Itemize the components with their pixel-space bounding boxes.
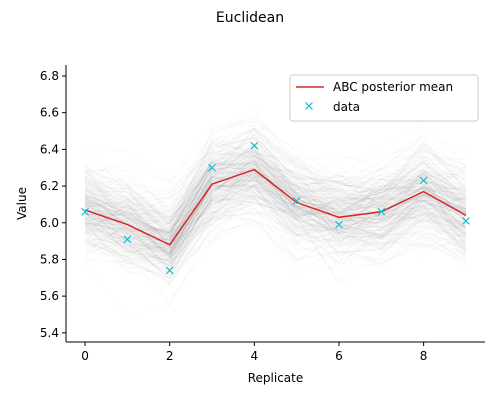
y-tick-label: 6.2 [40, 179, 59, 193]
legend: ABC posterior mean data [289, 74, 479, 122]
y-tick-label: 5.4 [40, 326, 59, 340]
y-tick-label: 6.4 [40, 142, 59, 156]
y-tick-label: 6.8 [40, 69, 59, 83]
legend-frame [289, 74, 479, 122]
y-tick-label: 6.0 [40, 216, 59, 230]
x-ticks: 0 2 4 6 8 [81, 342, 427, 363]
data-point [208, 163, 216, 172]
data-point [165, 266, 174, 275]
series-line-abc-posterior-mean [84, 168, 467, 246]
data-point [462, 217, 470, 225]
data-points-layer [81, 141, 470, 275]
chart-title: Euclidean [216, 10, 284, 26]
legend-data-swatch [305, 102, 313, 110]
x-tick-label: 8 [420, 349, 428, 363]
x-tick-label: 2 [166, 349, 174, 363]
legend-data-label: data [333, 100, 360, 114]
legend-mean-label: ABC posterior mean [333, 80, 453, 94]
posterior-mean-layer [84, 168, 467, 246]
x-axis-label: Replicate [248, 371, 304, 385]
y-ticks: 5.4 5.6 5.8 6.0 6.2 6.4 6.6 6.8 [40, 69, 66, 340]
y-tick-label: 5.6 [40, 289, 59, 303]
data-point [377, 207, 386, 216]
x-tick-label: 0 [81, 349, 89, 363]
data-point [335, 220, 343, 229]
x-tick-label: 4 [251, 349, 259, 363]
x-tick-label: 6 [335, 349, 343, 363]
posterior-samples [85, 106, 466, 317]
data-point [419, 176, 428, 185]
data-point [250, 141, 259, 150]
y-tick-label: 5.8 [40, 252, 59, 266]
y-axis-label: Value [15, 187, 29, 220]
y-tick-label: 6.6 [40, 106, 59, 120]
data-point [81, 207, 89, 216]
data-point [292, 196, 301, 205]
data-point [123, 235, 132, 244]
